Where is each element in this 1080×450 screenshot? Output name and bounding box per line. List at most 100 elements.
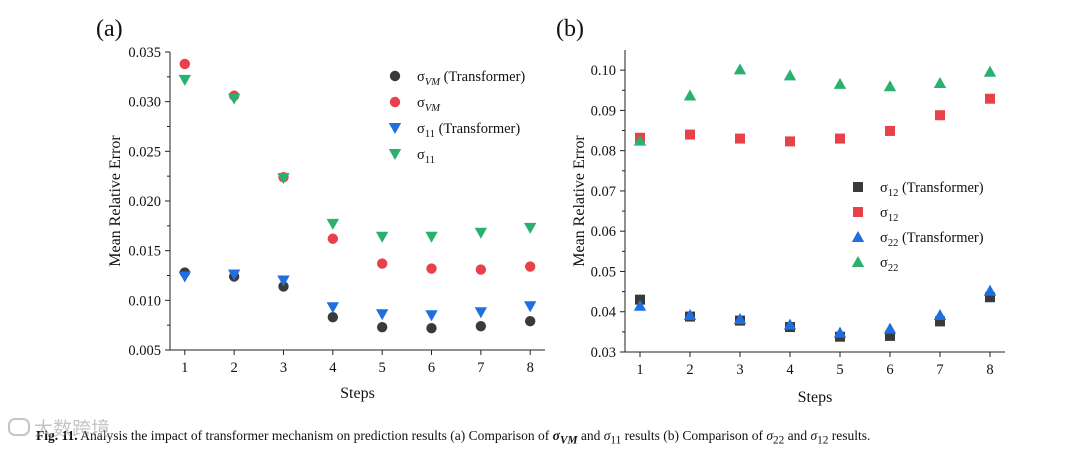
data-point <box>685 129 695 140</box>
watermark: 大数跨境 <box>8 414 110 441</box>
legend-marker <box>851 231 865 242</box>
y-tick-label: 0.010 <box>128 293 161 309</box>
y-tick-label: 0.09 <box>591 103 616 119</box>
data-point <box>178 271 192 283</box>
data-point <box>633 299 647 311</box>
legend-marker <box>388 149 402 160</box>
series-4 <box>178 74 537 243</box>
data-point <box>524 261 536 272</box>
data-point <box>376 321 388 333</box>
series-2 <box>179 58 536 275</box>
data-point <box>523 301 537 313</box>
data-point <box>178 74 192 86</box>
x-axis-label: Steps <box>798 389 833 406</box>
legend-label: σ11 (Transformer) <box>417 121 520 140</box>
data-point <box>885 330 895 341</box>
data-point <box>474 227 488 239</box>
data-point <box>375 309 389 321</box>
y-tick-label: 0.020 <box>128 194 161 210</box>
legend-label: σVM (Transformer) <box>417 69 525 88</box>
data-point <box>376 258 388 269</box>
x-tick-label: 7 <box>477 360 484 376</box>
panel-label: (b) <box>556 16 584 42</box>
data-point <box>733 63 747 75</box>
y-tick-label: 0.03 <box>591 345 616 361</box>
x-tick-label: 4 <box>786 362 794 378</box>
data-point <box>425 310 438 322</box>
chart-panel-b: (b) 0.03 0.04 0.05 0.06 0.07 0.08 0.09 0.10 1 2 3 4 5… <box>556 16 1005 406</box>
x-tick-label: 1 <box>636 362 643 378</box>
data-point <box>474 307 488 319</box>
y-tick-label: 0.04 <box>591 305 617 321</box>
legend-marker <box>389 96 401 108</box>
legend: σ12 (Transformer) σ12 σ22 (Transformer) σ22 <box>851 180 984 274</box>
data-point <box>426 322 437 334</box>
y-tick-label: 0.025 <box>128 144 161 160</box>
data-point <box>683 89 697 101</box>
x-tick-label: 8 <box>527 360 534 376</box>
x-axis-label: Steps <box>340 385 375 402</box>
data-point <box>783 69 797 81</box>
legend: σVM (Transformer) σVM σ11 (Transformer) σ11 <box>388 69 525 166</box>
legend-label: σVM <box>417 95 441 114</box>
data-point <box>933 308 947 320</box>
data-point <box>733 312 747 324</box>
legend-label: σ12 (Transformer) <box>880 180 984 199</box>
legend-label: σ22 <box>880 255 898 274</box>
data-point <box>426 263 437 274</box>
x-tick-label: 3 <box>736 362 743 378</box>
x-tick-label: 8 <box>986 362 993 378</box>
y-tick-label: 0.035 <box>128 45 161 61</box>
y-axis-label: Mean Relative Error <box>107 135 124 267</box>
data-point <box>833 77 847 89</box>
data-point <box>326 302 340 314</box>
data-point <box>179 58 191 70</box>
data-point <box>935 316 945 327</box>
data-point <box>785 136 795 147</box>
series-3 <box>178 269 537 322</box>
x-tick-label: 3 <box>280 360 287 376</box>
legend-marker <box>389 70 401 82</box>
data-point <box>883 322 897 334</box>
y-tick-label: 0.06 <box>591 224 616 240</box>
x-tick-label: 4 <box>329 360 337 376</box>
data-point <box>277 275 290 287</box>
data-point <box>683 308 697 320</box>
data-point <box>475 264 487 275</box>
data-point <box>425 231 438 243</box>
data-point <box>277 173 290 185</box>
data-point <box>983 65 997 77</box>
data-point <box>983 284 997 296</box>
data-point <box>375 231 389 243</box>
chart-panel-a: (a) 0.005 0.010 0.015 0.020 0.025 0.030 0.035 1 2… <box>96 16 545 402</box>
legend-label: σ11 <box>417 147 435 166</box>
data-point <box>475 320 487 332</box>
y-tick-label: 0.015 <box>128 244 161 260</box>
y-tick-label: 0.10 <box>591 63 616 79</box>
series-4 <box>633 63 997 146</box>
legend-marker <box>388 123 402 134</box>
x-tick-label: 1 <box>181 360 188 376</box>
data-point <box>835 133 845 144</box>
watermark-logo-icon <box>8 418 30 436</box>
figure-caption: Fig. 11. Analysis the impact of transfor… <box>36 428 871 447</box>
data-point <box>227 93 241 105</box>
x-tick-label: 7 <box>936 362 943 378</box>
data-point <box>326 218 340 230</box>
data-point <box>883 80 897 92</box>
x-tick-label: 6 <box>886 362 893 378</box>
data-point <box>635 294 645 305</box>
data-point <box>523 222 537 234</box>
y-tick-label: 0.05 <box>591 264 616 280</box>
x-tick-label: 2 <box>231 360 238 376</box>
data-point <box>985 292 995 303</box>
data-point <box>735 133 745 144</box>
data-point <box>885 125 895 136</box>
legend-marker <box>853 207 863 217</box>
legend-label: σ12 <box>880 205 898 224</box>
data-point <box>327 312 339 323</box>
legend-marker <box>851 256 865 267</box>
data-point <box>524 315 536 327</box>
data-point <box>833 326 847 338</box>
